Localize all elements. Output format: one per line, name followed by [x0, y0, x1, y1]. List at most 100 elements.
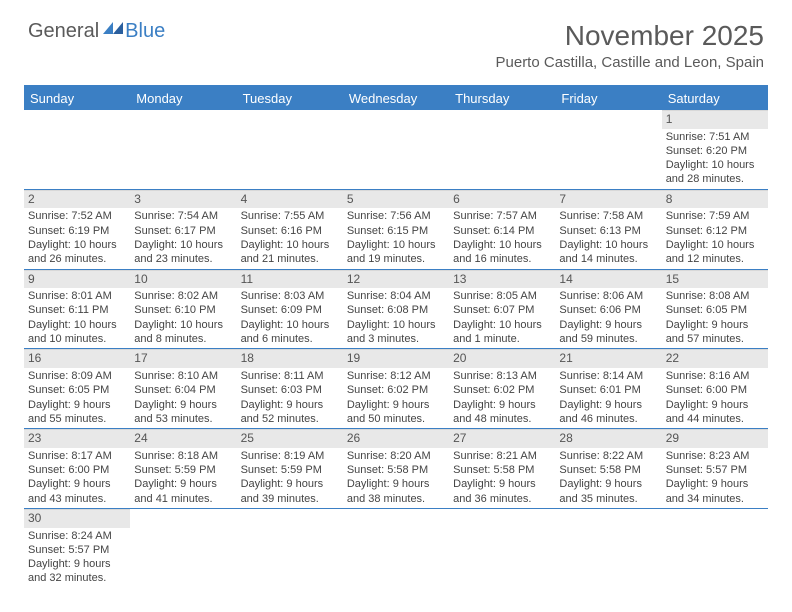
sunset-line: Sunset: 6:02 PM: [453, 383, 551, 397]
day-number: 17: [130, 349, 236, 368]
daylight-line: Daylight: 10 hours and 16 minutes.: [453, 238, 551, 267]
sunset-line: Sunset: 5:58 PM: [347, 463, 445, 477]
daylight-line: Daylight: 10 hours and 8 minutes.: [134, 318, 232, 347]
sunrise-line: Sunrise: 8:06 AM: [559, 289, 657, 303]
daylight-line: Daylight: 10 hours and 21 minutes.: [241, 238, 339, 267]
calendar-week: 16Sunrise: 8:09 AMSunset: 6:05 PMDayligh…: [24, 349, 768, 429]
sunset-line: Sunset: 6:05 PM: [666, 303, 764, 317]
daylight-line: Daylight: 9 hours and 52 minutes.: [241, 398, 339, 427]
day-content: Sunrise: 8:09 AMSunset: 6:05 PMDaylight:…: [24, 368, 130, 428]
calendar-day: .: [237, 509, 343, 588]
sunset-line: Sunset: 6:17 PM: [134, 224, 232, 238]
day-content: Sunrise: 8:04 AMSunset: 6:08 PMDaylight:…: [343, 288, 449, 348]
sunset-line: Sunset: 6:15 PM: [347, 224, 445, 238]
daylight-line: Daylight: 10 hours and 26 minutes.: [28, 238, 126, 267]
sunrise-line: Sunrise: 8:09 AM: [28, 369, 126, 383]
sunset-line: Sunset: 6:02 PM: [347, 383, 445, 397]
day-number: 18: [237, 349, 343, 368]
day-content: Sunrise: 7:51 AMSunset: 6:20 PMDaylight:…: [662, 129, 768, 189]
day-number: 16: [24, 349, 130, 368]
day-content: Sunrise: 7:56 AMSunset: 6:15 PMDaylight:…: [343, 208, 449, 268]
day-number: 20: [449, 349, 555, 368]
sunrise-line: Sunrise: 8:18 AM: [134, 449, 232, 463]
day-number: 24: [130, 429, 236, 448]
calendar: SundayMondayTuesdayWednesdayThursdayFrid…: [24, 85, 768, 588]
calendar-day: 10Sunrise: 8:02 AMSunset: 6:10 PMDayligh…: [130, 270, 236, 349]
daylight-line: Daylight: 9 hours and 41 minutes.: [134, 477, 232, 506]
weekday-header: Saturday: [662, 87, 768, 110]
day-number: 25: [237, 429, 343, 448]
calendar-day: .: [343, 110, 449, 189]
calendar-day: .: [662, 509, 768, 588]
calendar-day: 29Sunrise: 8:23 AMSunset: 5:57 PMDayligh…: [662, 429, 768, 508]
daylight-line: Daylight: 10 hours and 3 minutes.: [347, 318, 445, 347]
daylight-line: Daylight: 10 hours and 19 minutes.: [347, 238, 445, 267]
sunrise-line: Sunrise: 8:16 AM: [666, 369, 764, 383]
sunrise-line: Sunrise: 8:11 AM: [241, 369, 339, 383]
day-number: 3: [130, 190, 236, 209]
calendar-day: 5Sunrise: 7:56 AMSunset: 6:15 PMDaylight…: [343, 190, 449, 269]
sunset-line: Sunset: 6:01 PM: [559, 383, 657, 397]
sunset-line: Sunset: 6:12 PM: [666, 224, 764, 238]
day-number: 29: [662, 429, 768, 448]
calendar-day: 15Sunrise: 8:08 AMSunset: 6:05 PMDayligh…: [662, 270, 768, 349]
sunset-line: Sunset: 6:16 PM: [241, 224, 339, 238]
day-number: 7: [555, 190, 661, 209]
sunrise-line: Sunrise: 8:12 AM: [347, 369, 445, 383]
day-number: 1: [662, 110, 768, 129]
daylight-line: Daylight: 9 hours and 53 minutes.: [134, 398, 232, 427]
sunrise-line: Sunrise: 8:19 AM: [241, 449, 339, 463]
sunrise-line: Sunrise: 8:23 AM: [666, 449, 764, 463]
weekday-header: Tuesday: [237, 87, 343, 110]
calendar-day: 6Sunrise: 7:57 AMSunset: 6:14 PMDaylight…: [449, 190, 555, 269]
sunset-line: Sunset: 6:13 PM: [559, 224, 657, 238]
daylight-line: Daylight: 9 hours and 36 minutes.: [453, 477, 551, 506]
sunrise-line: Sunrise: 8:02 AM: [134, 289, 232, 303]
weekday-header: Monday: [130, 87, 236, 110]
sunrise-line: Sunrise: 8:14 AM: [559, 369, 657, 383]
day-content: Sunrise: 7:55 AMSunset: 6:16 PMDaylight:…: [237, 208, 343, 268]
weekday-header: Thursday: [449, 87, 555, 110]
calendar-day: .: [555, 509, 661, 588]
day-content: Sunrise: 8:13 AMSunset: 6:02 PMDaylight:…: [449, 368, 555, 428]
sunset-line: Sunset: 6:00 PM: [28, 463, 126, 477]
weekday-header: Friday: [555, 87, 661, 110]
weekday-header: Sunday: [24, 87, 130, 110]
day-number: 30: [24, 509, 130, 528]
daylight-line: Daylight: 9 hours and 55 minutes.: [28, 398, 126, 427]
sunset-line: Sunset: 6:19 PM: [28, 224, 126, 238]
calendar-day: 18Sunrise: 8:11 AMSunset: 6:03 PMDayligh…: [237, 349, 343, 428]
day-number: 5: [343, 190, 449, 209]
day-content: Sunrise: 7:59 AMSunset: 6:12 PMDaylight:…: [662, 208, 768, 268]
sunset-line: Sunset: 6:10 PM: [134, 303, 232, 317]
day-content: Sunrise: 8:03 AMSunset: 6:09 PMDaylight:…: [237, 288, 343, 348]
sunrise-line: Sunrise: 8:04 AM: [347, 289, 445, 303]
location-subtitle: Puerto Castilla, Castille and Leon, Spai…: [496, 54, 765, 71]
sunset-line: Sunset: 6:08 PM: [347, 303, 445, 317]
daylight-line: Daylight: 10 hours and 14 minutes.: [559, 238, 657, 267]
sunset-line: Sunset: 6:20 PM: [666, 144, 764, 158]
day-content: Sunrise: 8:24 AMSunset: 5:57 PMDaylight:…: [24, 528, 130, 588]
calendar-week: . . . . . . 1Sunrise: 7:51 AMSunset: 6:2…: [24, 110, 768, 190]
calendar-day: 16Sunrise: 8:09 AMSunset: 6:05 PMDayligh…: [24, 349, 130, 428]
calendar-day: 22Sunrise: 8:16 AMSunset: 6:00 PMDayligh…: [662, 349, 768, 428]
day-content: Sunrise: 8:02 AMSunset: 6:10 PMDaylight:…: [130, 288, 236, 348]
calendar-day: 8Sunrise: 7:59 AMSunset: 6:12 PMDaylight…: [662, 190, 768, 269]
day-content: Sunrise: 7:52 AMSunset: 6:19 PMDaylight:…: [24, 208, 130, 268]
sunrise-line: Sunrise: 8:10 AM: [134, 369, 232, 383]
calendar-day: 27Sunrise: 8:21 AMSunset: 5:58 PMDayligh…: [449, 429, 555, 508]
day-content: Sunrise: 8:12 AMSunset: 6:02 PMDaylight:…: [343, 368, 449, 428]
calendar-day: 17Sunrise: 8:10 AMSunset: 6:04 PMDayligh…: [130, 349, 236, 428]
sunrise-line: Sunrise: 7:55 AM: [241, 209, 339, 223]
sunset-line: Sunset: 6:11 PM: [28, 303, 126, 317]
sunrise-line: Sunrise: 7:56 AM: [347, 209, 445, 223]
daylight-line: Daylight: 10 hours and 1 minute.: [453, 318, 551, 347]
sunset-line: Sunset: 6:07 PM: [453, 303, 551, 317]
day-content: Sunrise: 8:14 AMSunset: 6:01 PMDaylight:…: [555, 368, 661, 428]
calendar-week: 23Sunrise: 8:17 AMSunset: 6:00 PMDayligh…: [24, 429, 768, 509]
daylight-line: Daylight: 10 hours and 23 minutes.: [134, 238, 232, 267]
sunset-line: Sunset: 6:09 PM: [241, 303, 339, 317]
daylight-line: Daylight: 9 hours and 48 minutes.: [453, 398, 551, 427]
daylight-line: Daylight: 9 hours and 50 minutes.: [347, 398, 445, 427]
day-content: Sunrise: 8:23 AMSunset: 5:57 PMDaylight:…: [662, 448, 768, 508]
